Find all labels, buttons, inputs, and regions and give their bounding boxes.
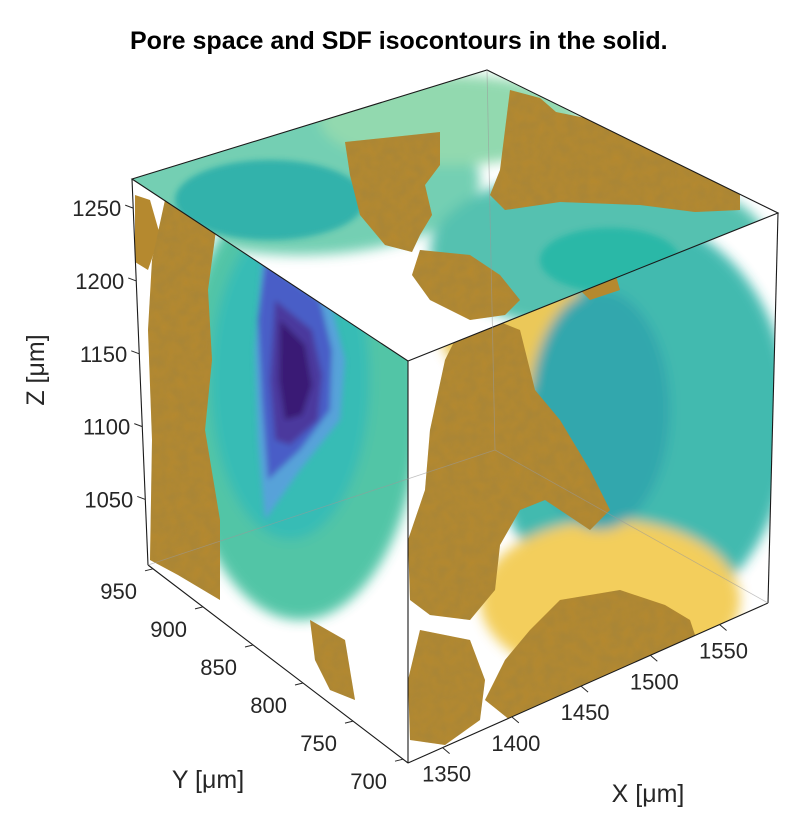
y-tick-label: 750 xyxy=(300,731,337,756)
y-tick-mark xyxy=(194,606,204,610)
z-tick-label: 1100 xyxy=(83,415,130,440)
left-pore-surface xyxy=(135,195,355,700)
x-axis: 1350 1400 1450 1500 1550 xyxy=(422,624,748,787)
cube-edge-bottom-right xyxy=(407,602,769,764)
y-tick-mark xyxy=(294,682,304,686)
cube-edges xyxy=(130,69,780,764)
x-tick-mark xyxy=(649,654,658,662)
z-tick-mark xyxy=(131,350,140,355)
y-tick-mark xyxy=(144,568,154,572)
z-axis-label: Z [μm] xyxy=(22,334,50,405)
left-isocontours-core xyxy=(255,262,345,520)
y-tick-mark xyxy=(344,720,354,724)
x-tick-label: 1450 xyxy=(561,700,610,725)
x-tick-label: 1500 xyxy=(630,669,679,694)
y-tick-mark xyxy=(394,758,404,762)
y-tick-label: 850 xyxy=(200,655,237,680)
y-tick-label: 950 xyxy=(100,579,137,604)
right-pore-surface xyxy=(408,240,700,745)
y-tick-label: 800 xyxy=(250,693,287,718)
x-axis-label: X [μm] xyxy=(612,780,685,808)
z-tick-mark xyxy=(137,495,146,500)
x-tick-label: 1350 xyxy=(422,762,471,787)
y-tick-label: 900 xyxy=(150,617,187,642)
x-tick-mark xyxy=(511,716,520,724)
right-face xyxy=(408,213,778,763)
y-tick-label: 700 xyxy=(350,769,387,794)
z-tick-mark xyxy=(128,277,137,282)
y-tick-mark xyxy=(244,644,254,648)
cube-edge-left xyxy=(131,178,149,566)
x-tick-label: 1550 xyxy=(699,639,748,664)
y-axis-label: Y [μm] xyxy=(172,766,244,794)
z-axis: 1050 1100 1150 1200 1250 xyxy=(72,196,146,512)
y-axis: 700 750 800 850 900 950 xyxy=(100,568,404,794)
z-tick-mark xyxy=(125,204,134,209)
x-tick-mark xyxy=(580,685,589,693)
z-tick-label: 1200 xyxy=(75,269,124,294)
z-tick-label: 1250 xyxy=(72,196,121,221)
top-face xyxy=(132,70,778,361)
z-tick-mark xyxy=(134,423,143,428)
cube-edge-right xyxy=(767,212,779,604)
z-tick-label: 1050 xyxy=(84,487,133,512)
top-pore-surface xyxy=(345,90,740,320)
chart-title: Pore space and SDF isocontours in the so… xyxy=(130,27,668,55)
x-tick-mark xyxy=(719,624,727,631)
x-tick-mark xyxy=(442,747,450,754)
z-tick-label: 1150 xyxy=(80,342,127,367)
x-tick-label: 1400 xyxy=(491,731,540,756)
cube-hidden-edges xyxy=(147,69,769,604)
cube-edge-bottom-left xyxy=(147,564,409,764)
